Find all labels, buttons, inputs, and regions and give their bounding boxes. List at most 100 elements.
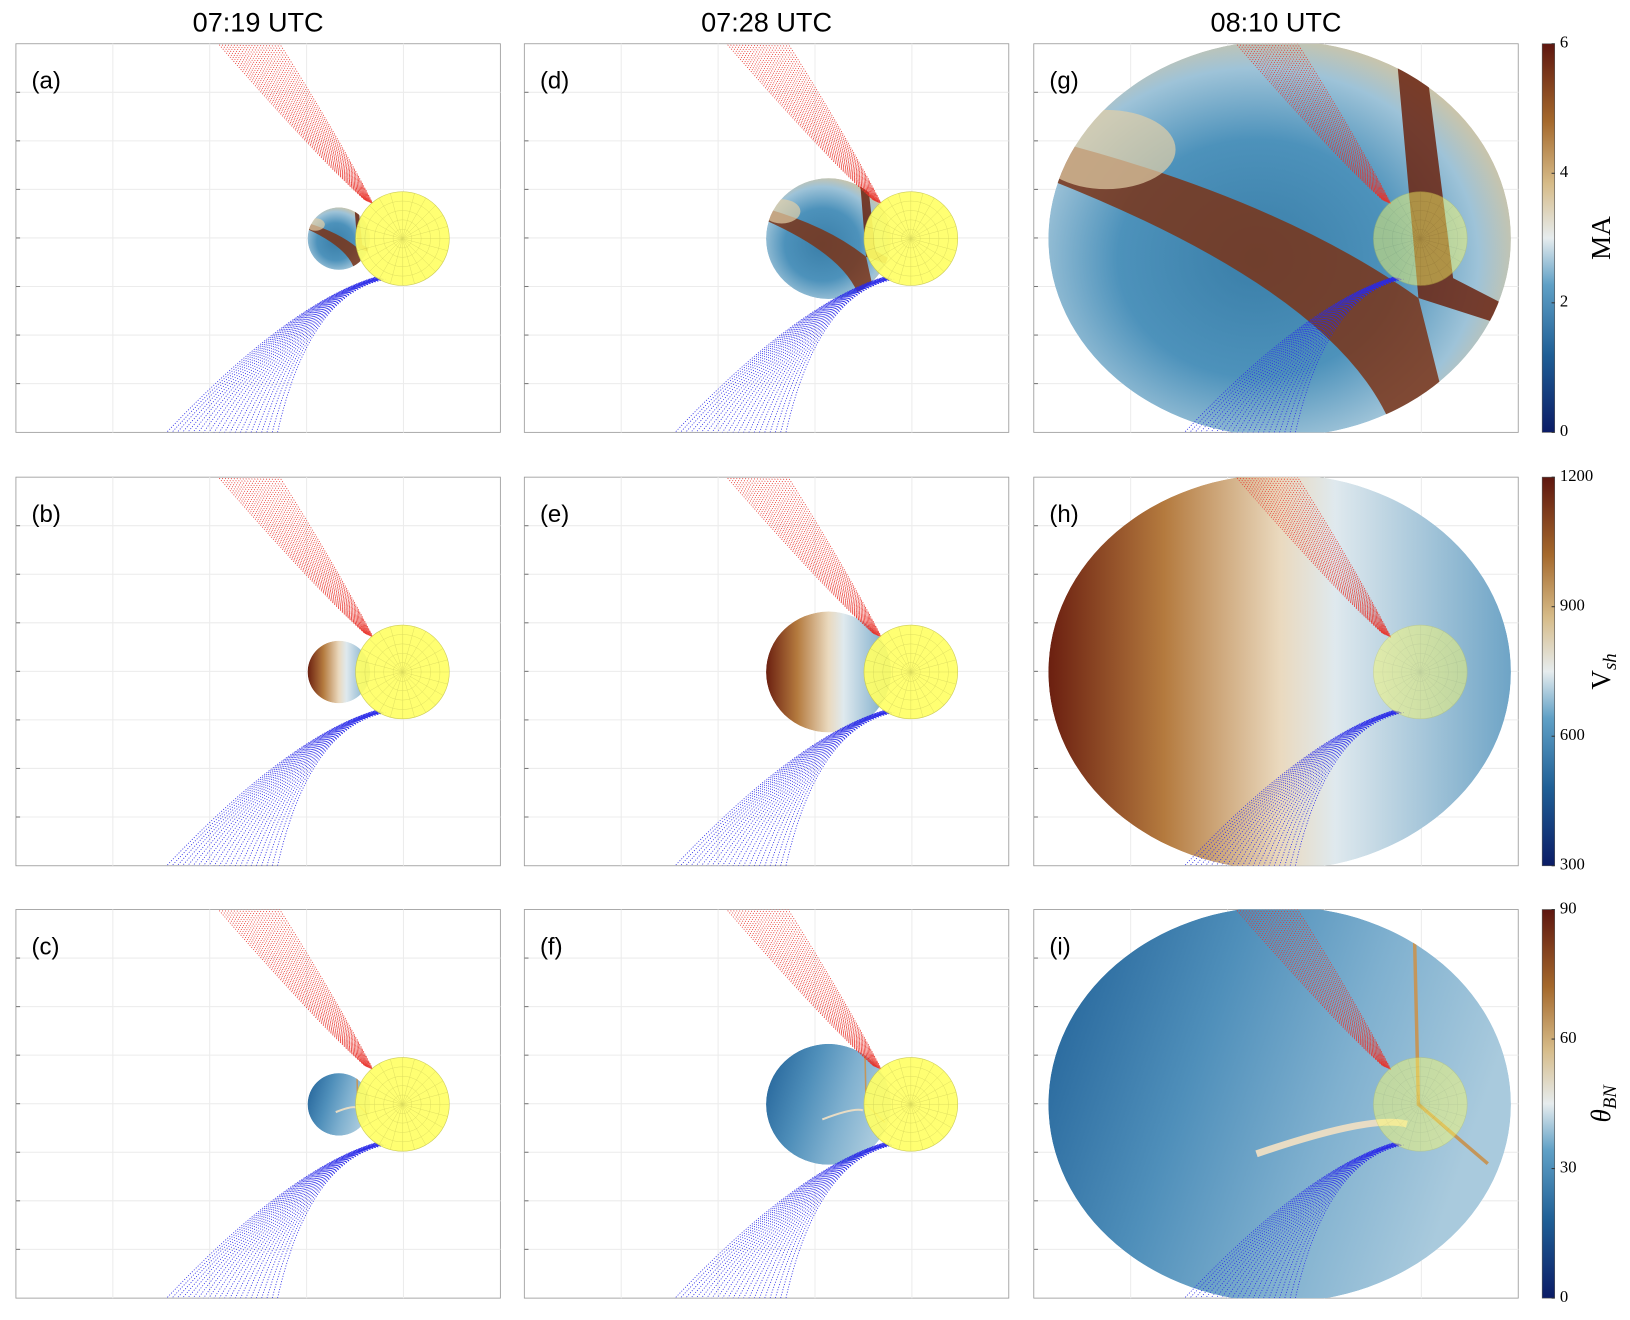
sun-grid <box>1420 1104 1462 1128</box>
red-field-line <box>746 43 877 202</box>
sun-grid <box>1420 1104 1466 1117</box>
shock-surface <box>766 611 892 733</box>
panel: (e) <box>523 476 1010 867</box>
red-field-line <box>1241 909 1384 1067</box>
sun-grid <box>1420 1104 1444 1146</box>
shock-feature <box>1412 909 1489 1166</box>
red-field-line <box>276 477 374 638</box>
sun-grid <box>910 631 935 673</box>
red-field-line <box>244 43 369 203</box>
red-field-line <box>784 477 882 638</box>
panel: (a) <box>15 43 501 433</box>
red-field-line <box>250 477 370 636</box>
sun-grid <box>1420 659 1466 673</box>
shock-fill <box>1048 477 1511 866</box>
colorbar-label-main: θ <box>1586 1109 1616 1122</box>
shock-fill <box>766 611 892 733</box>
sun-grid <box>1420 238 1462 263</box>
sun-grid <box>1420 1080 1462 1105</box>
sun-grid <box>402 671 415 718</box>
blue-field-line <box>1184 1142 1394 1299</box>
sun-grid <box>383 653 422 691</box>
colorbar <box>1541 476 1556 867</box>
sun-grid <box>910 626 924 673</box>
sun-grid <box>882 643 940 701</box>
sun-grid <box>887 197 912 239</box>
sun-grid <box>898 1059 912 1105</box>
sun-grid <box>887 1063 912 1105</box>
red-field-line <box>229 909 367 1067</box>
panel: (h) <box>1033 476 1519 867</box>
blue-field-line <box>1184 276 1394 433</box>
blue-field-line <box>213 711 380 866</box>
sun-grid <box>402 1104 415 1150</box>
red-field-line <box>735 909 875 1067</box>
sun-grid <box>1396 1104 1421 1146</box>
blue-field-line <box>748 711 891 866</box>
sun-grid <box>910 238 935 280</box>
blue-field-line <box>1247 277 1400 433</box>
red-field-line <box>258 909 371 1069</box>
blue-field-line <box>737 277 890 433</box>
sun-grid <box>357 671 403 685</box>
sun-grid <box>910 238 945 272</box>
sun-grid <box>873 1066 949 1143</box>
sun-grid <box>1379 671 1421 696</box>
blue-field-line <box>785 278 895 433</box>
colorbar-label: θBN <box>1586 1084 1621 1123</box>
sun-grid <box>1420 1071 1454 1105</box>
sun-grid <box>402 1080 444 1105</box>
sun-grid <box>402 197 427 239</box>
sun-grid <box>402 671 427 713</box>
red-field-line <box>787 43 883 205</box>
sun-grid <box>910 1059 924 1105</box>
blue-field-line <box>266 278 385 433</box>
sun-grid <box>1374 671 1421 685</box>
sun-grid <box>1387 1071 1421 1105</box>
sun-grid <box>402 1104 448 1117</box>
sun-grid <box>1379 214 1421 239</box>
shock-feature <box>1048 139 1454 433</box>
blue-field-line <box>240 711 383 866</box>
red-field-line <box>1256 43 1386 202</box>
red-field-line <box>1262 43 1387 203</box>
sun-grid <box>1387 671 1421 706</box>
sun-grid <box>910 226 957 239</box>
sun-grid <box>898 238 912 284</box>
sun-grid <box>361 238 403 263</box>
colorbar <box>1541 43 1556 433</box>
red-field-line <box>740 909 876 1068</box>
blue-field-line <box>743 1143 891 1299</box>
blue-field-line <box>1189 710 1394 866</box>
red-field-line <box>755 43 878 203</box>
field-lines <box>674 909 895 1299</box>
sun-grid <box>865 659 911 673</box>
red-field-line <box>1276 477 1389 637</box>
red-field-line <box>1294 43 1392 205</box>
sun-grid <box>877 238 911 272</box>
blue-field-line <box>1231 277 1398 433</box>
sun-grid <box>390 238 403 284</box>
sun-grid <box>873 200 949 277</box>
blue-field-line <box>229 711 382 866</box>
sun-grid <box>369 205 403 239</box>
blue-field-line <box>213 277 380 433</box>
sun-grid <box>910 1104 924 1150</box>
sun-grid <box>390 1059 403 1105</box>
blue-field-line <box>255 278 384 433</box>
colorbar-tick-label: 300 <box>1560 855 1585 874</box>
blue-field-line <box>1205 1142 1396 1299</box>
sun-grid <box>1420 671 1444 713</box>
sun-grid <box>1391 1076 1449 1133</box>
blue-field-line <box>176 1142 377 1299</box>
red-field-line <box>737 909 876 1067</box>
blue-field-line <box>1284 1144 1403 1299</box>
sun-grid <box>877 638 911 673</box>
sun-grid <box>870 238 911 263</box>
sun-grid <box>364 200 441 277</box>
blue-field-line <box>255 711 384 866</box>
sun-grid <box>383 219 422 258</box>
blue-field-line <box>674 710 884 866</box>
sun-grid <box>910 238 924 284</box>
red-field-line <box>279 477 374 638</box>
